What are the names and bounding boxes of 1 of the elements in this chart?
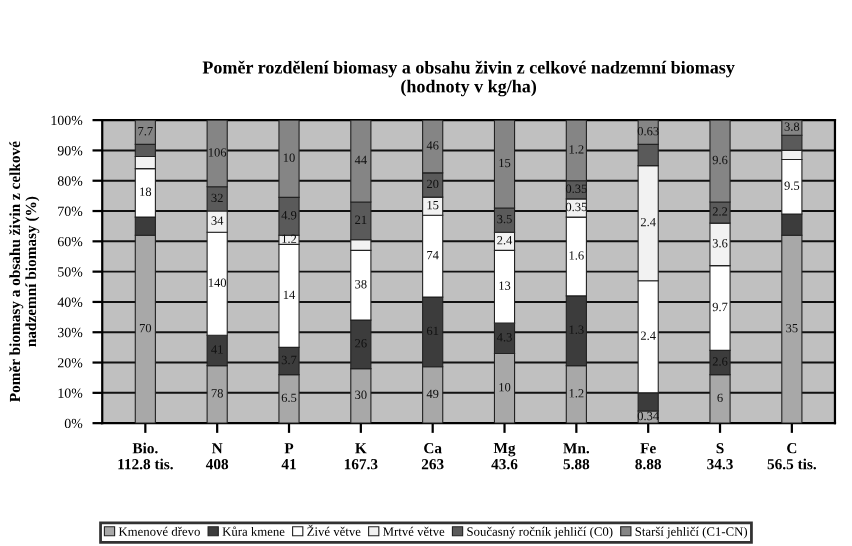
- chart-title: Poměr rozdělení biomasy a obsahu živin z celkové nadzemní biomasy (hodnoty v kg/ha): [202, 60, 735, 97]
